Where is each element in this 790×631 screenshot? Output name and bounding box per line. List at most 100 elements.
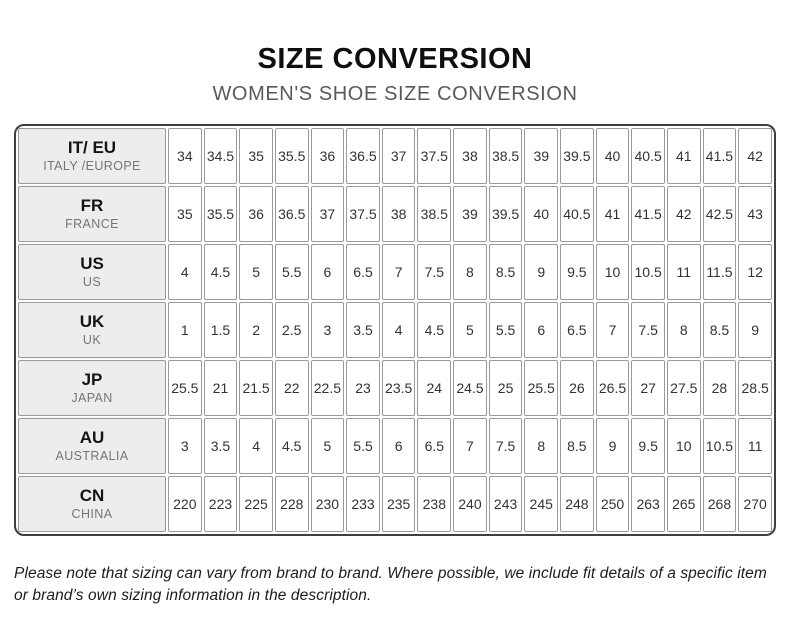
size-cell: 35.5 (274, 127, 309, 184)
size-cell: 7.5 (631, 301, 665, 358)
size-cell: 40 (524, 185, 559, 242)
size-cell: 25.5 (168, 359, 202, 416)
size-cell: 34.5 (203, 127, 238, 184)
size-cell: 2.5 (274, 301, 309, 358)
size-cell: 6.5 (417, 417, 452, 474)
size-cell: 7 (381, 243, 416, 300)
row-header-cn: CN CHINA (18, 475, 166, 532)
size-cell: 240 (453, 475, 487, 532)
size-cell: 38.5 (417, 185, 452, 242)
region-code-label: US (80, 253, 104, 273)
size-cell: 41 (666, 127, 701, 184)
size-cell: 238 (417, 475, 452, 532)
size-cell: 5.5 (346, 417, 380, 474)
size-cell: 10.5 (631, 243, 665, 300)
size-cell: 38 (381, 185, 416, 242)
size-cell: 10.5 (702, 417, 737, 474)
size-cell: 4.5 (203, 243, 238, 300)
size-cell: 243 (488, 475, 523, 532)
size-cell: 39 (453, 185, 487, 242)
table-row: IT/ EU ITALY /EUROPE 34 34.5 35 35.5 36 36.5 37 3… (18, 127, 772, 184)
size-cell: 5 (453, 301, 487, 358)
size-cell: 235 (381, 475, 416, 532)
table-row: US US 4 4.5 5 5.5 6 6.5 7 7.5 8 8.5 9 9.5 10 10.5 11 11.5… (18, 243, 772, 300)
size-cell: 10 (595, 243, 630, 300)
size-cell: 11 (738, 417, 772, 474)
table-row: FR FRANCE 35 35.5 36 36.5 37 37.5 38 38.5 39 39.5 40… (18, 185, 772, 242)
size-cell: 35.5 (203, 185, 238, 242)
table-row: CN CHINA 220 223 225 228 230 233 235 238 240 243 245… (18, 475, 772, 532)
size-cell: 5.5 (274, 243, 309, 300)
size-cell: 34 (168, 127, 202, 184)
size-cell: 27.5 (666, 359, 701, 416)
size-cell: 8 (524, 417, 559, 474)
region-code-label: CN (79, 485, 105, 505)
size-cell: 220 (168, 475, 202, 532)
size-cell: 4 (239, 417, 273, 474)
size-cell: 23 (346, 359, 380, 416)
size-cell: 270 (738, 475, 772, 532)
size-table-body: IT/ EU ITALY /EUROPE 34 34.5 35 35.5 36 36.5 37 3… (18, 127, 772, 532)
size-cell: 28 (702, 359, 737, 416)
region-name-label: ITALY /EUROPE (43, 159, 141, 174)
size-cell: 7.5 (488, 417, 523, 474)
size-cell: 8.5 (560, 417, 594, 474)
region-name-label: AUSTRALIA (55, 449, 129, 464)
size-cell: 228 (274, 475, 309, 532)
row-header-jp: JP JAPAN (18, 359, 166, 416)
page-subtitle: WOMEN'S SHOE SIZE CONVERSION (212, 82, 578, 105)
size-cell: 22.5 (310, 359, 345, 416)
size-cell: 39 (524, 127, 559, 184)
size-cell: 233 (346, 475, 380, 532)
size-cell: 3 (310, 301, 345, 358)
size-cell: 35 (239, 127, 273, 184)
size-cell: 7 (453, 417, 487, 474)
table-row: UK UK 1 1.5 2 2.5 3 3.5 4 4.5 5 5.5 6 6.5 7 7.5 8 8.5 9 (18, 301, 772, 358)
sizing-disclaimer-note: Please note that sizing can vary from br… (14, 564, 767, 605)
size-cell: 40 (595, 127, 630, 184)
size-cell: 37 (310, 185, 345, 242)
size-cell: 2 (239, 301, 273, 358)
size-cell: 8.5 (702, 301, 737, 358)
size-cell: 248 (560, 475, 594, 532)
size-cell: 11.5 (702, 243, 737, 300)
size-cell: 250 (595, 475, 630, 532)
size-conversion-table-container: IT/ EU ITALY /EUROPE 34 34.5 35 35.5 36 36.5 37 3… (14, 123, 776, 536)
size-cell: 225 (239, 475, 273, 532)
region-name-label: FRANCE (65, 217, 119, 232)
table-row: JP JAPAN 25.5 21 21.5 22 22.5 23 23.5 24 24.5 25 25.… (18, 359, 772, 416)
size-cell: 4 (381, 301, 416, 358)
size-cell: 6 (524, 301, 559, 358)
size-cell: 7 (595, 301, 630, 358)
row-header-it-eu: IT/ EU ITALY /EUROPE (18, 127, 166, 184)
size-cell: 1.5 (203, 301, 238, 358)
size-cell: 5 (239, 243, 273, 300)
size-cell: 9.5 (560, 243, 594, 300)
row-header-uk: UK UK (18, 301, 166, 358)
row-header-fr: FR FRANCE (18, 185, 166, 242)
size-cell: 6 (381, 417, 416, 474)
region-code-label: IT/ EU (67, 137, 117, 157)
size-cell: 40.5 (560, 185, 594, 242)
size-cell: 42 (666, 185, 701, 242)
size-cell: 223 (203, 475, 238, 532)
size-cell: 36 (310, 127, 345, 184)
size-cell: 8 (666, 301, 701, 358)
size-cell: 36.5 (346, 127, 380, 184)
size-cell: 7.5 (417, 243, 452, 300)
size-cell: 9.5 (631, 417, 665, 474)
region-name-label: UK (82, 333, 102, 348)
size-cell: 9 (595, 417, 630, 474)
size-cell: 39.5 (560, 127, 594, 184)
size-cell: 263 (631, 475, 665, 532)
size-cell: 38.5 (488, 127, 523, 184)
size-cell: 43 (738, 185, 772, 242)
size-cell: 9 (524, 243, 559, 300)
size-cell: 26.5 (595, 359, 630, 416)
size-cell: 3.5 (203, 417, 238, 474)
size-cell: 8.5 (488, 243, 523, 300)
size-cell: 6 (310, 243, 345, 300)
size-cell: 37.5 (346, 185, 380, 242)
size-cell: 10 (666, 417, 701, 474)
